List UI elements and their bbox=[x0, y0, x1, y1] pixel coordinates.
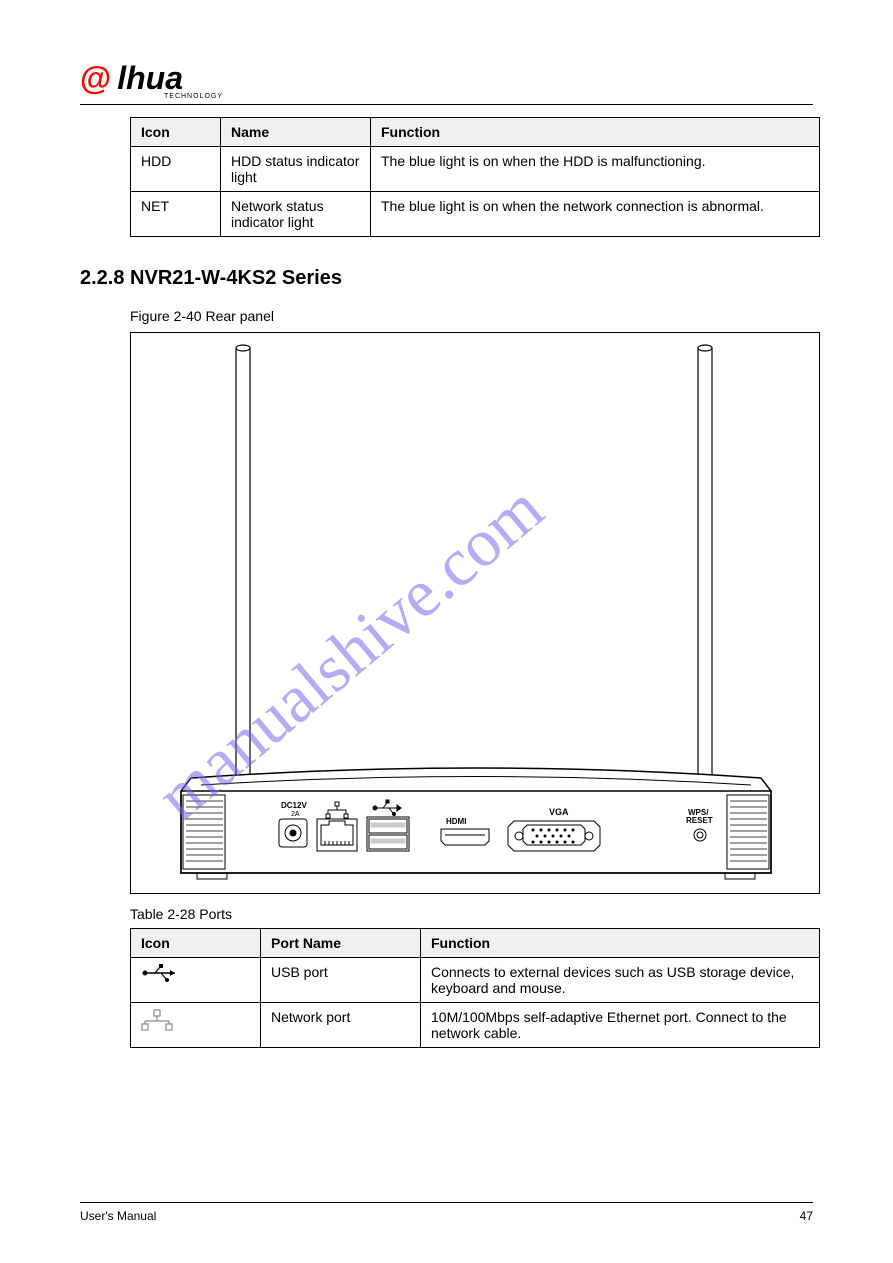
page-footer: User's Manual 47 bbox=[80, 1202, 813, 1223]
table-header-icon: Icon bbox=[131, 118, 221, 147]
cell-function: The blue light is on when the network co… bbox=[371, 192, 820, 237]
indicator-table: Icon Name Function HDD HDD status indica… bbox=[130, 117, 820, 237]
table-row: HDD HDD status indicator light The blue … bbox=[131, 147, 820, 192]
logo-text: lhua bbox=[117, 60, 183, 97]
table-header-function: Function bbox=[421, 929, 820, 958]
section-number: 2.2.8 bbox=[80, 267, 124, 289]
logo-symbol: @ bbox=[80, 60, 109, 97]
cell-name: USB port bbox=[261, 958, 421, 1003]
cell-name: HDD status indicator light bbox=[221, 147, 371, 192]
logo-subtext: TECHNOLOGY bbox=[164, 93, 813, 100]
table-row: USB port Connects to external devices su… bbox=[131, 958, 820, 1003]
cell-name: Network port bbox=[261, 1003, 421, 1048]
svg-text:2A: 2A bbox=[291, 811, 300, 818]
cell-function: 10M/100Mbps self-adaptive Ethernet port.… bbox=[421, 1003, 820, 1048]
section-heading: 2.2.8 NVR21-W-4KS2 Series bbox=[80, 267, 813, 290]
figure-caption: Figure 2-40 Rear panel bbox=[130, 308, 813, 324]
rear-panel-figure: manualshive.com bbox=[130, 332, 820, 894]
cell-name: Network status indicator light bbox=[221, 192, 371, 237]
table2-caption: Table 2-28 Ports bbox=[130, 906, 813, 922]
cell-icon bbox=[131, 958, 261, 1003]
footer-right: 47 bbox=[800, 1209, 813, 1223]
table-header-function: Function bbox=[371, 118, 820, 147]
cell-icon: NET bbox=[131, 192, 221, 237]
table-header-icon: Icon bbox=[131, 929, 261, 958]
svg-text:HDMI: HDMI bbox=[446, 817, 466, 826]
footer-left: User's Manual bbox=[80, 1209, 156, 1223]
section-title: NVR21-W-4KS2 Series bbox=[130, 267, 342, 289]
svg-text:DC12V: DC12V bbox=[281, 801, 307, 810]
cell-function: The blue light is on when the HDD is mal… bbox=[371, 147, 820, 192]
ports-table: Icon Port Name Function bbox=[130, 928, 820, 1048]
cell-icon: HDD bbox=[131, 147, 221, 192]
svg-text:RESET: RESET bbox=[686, 816, 713, 825]
table-header-name: Name bbox=[221, 118, 371, 147]
network-icon bbox=[141, 1009, 173, 1034]
table-row: NET Network status indicator light The b… bbox=[131, 192, 820, 237]
cell-icon bbox=[131, 1003, 261, 1048]
table-header-port-name: Port Name bbox=[261, 929, 421, 958]
svg-text:VGA: VGA bbox=[549, 807, 569, 817]
cell-function: Connects to external devices such as USB… bbox=[421, 958, 820, 1003]
table-row: Network port 10M/100Mbps self-adaptive E… bbox=[131, 1003, 820, 1048]
header-rule bbox=[80, 104, 813, 105]
usb-icon bbox=[141, 964, 181, 985]
logo: @ lhua TECHNOLOGY bbox=[80, 60, 813, 100]
